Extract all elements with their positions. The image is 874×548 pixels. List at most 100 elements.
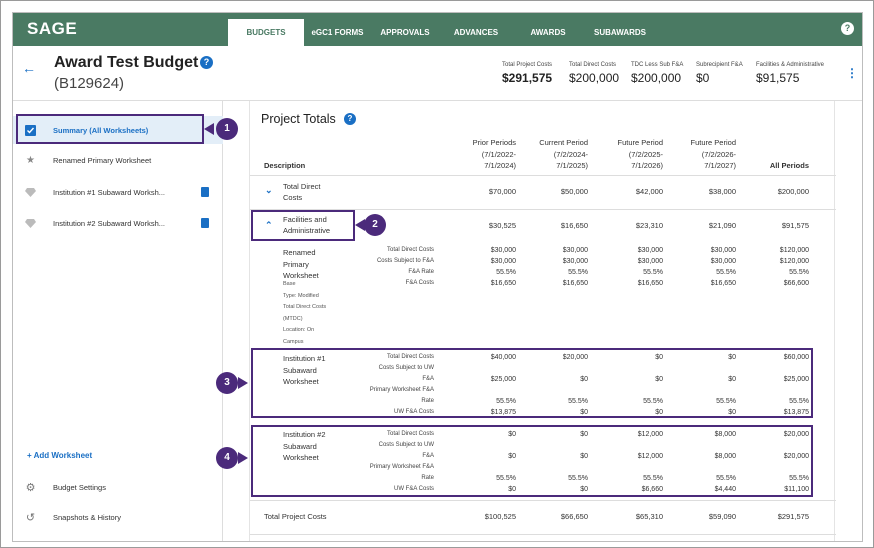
panel-title: Project Totals: [261, 112, 336, 126]
inst1-label-rate-1: Primary Worksheet F&A: [369, 387, 434, 393]
inst1-costs-current: $0: [580, 409, 588, 416]
primary-rate-prior: 55.5%: [496, 269, 516, 276]
col-range-start: (7/2/2025-: [628, 149, 663, 159]
top-nav-bar: SAGE BUDGETS eGC1 FORMS APPROVALS ADVANC…: [13, 13, 862, 46]
callout-box-3: [251, 348, 813, 418]
primary-subject-prior: $30,000: [490, 258, 516, 265]
primary-worksheet-meta: Base Type: Modified Total Direct Costs (…: [283, 279, 326, 348]
primary-tdc-future-1: $30,000: [637, 247, 663, 254]
inst1-tdc-all: $60,000: [783, 354, 809, 361]
inst2-tdc-all: $20,000: [783, 431, 809, 438]
inst2-label-tdc: Total Direct Costs: [386, 431, 434, 437]
meta-line: Type: Modified: [283, 292, 319, 299]
delete-icon[interactable]: [201, 218, 209, 228]
tab-budgets[interactable]: BUDGETS: [228, 19, 304, 46]
total-project-costs-label: Total Project Costs: [264, 512, 327, 521]
inst2-label-subject-2: F&A: [422, 453, 434, 459]
divider: [250, 500, 836, 501]
col-range-end: 7/1/2027): [704, 161, 736, 170]
sidebar-item-primary-worksheet[interactable]: ★ Renamed Primary Worksheet: [13, 146, 223, 174]
panel-help-icon[interactable]: ?: [344, 113, 356, 125]
primary-costs-future-1: $16,650: [637, 280, 663, 287]
callout-pointer-4: [238, 452, 248, 464]
tab-advances[interactable]: ADVANCES: [453, 28, 499, 37]
sidebar-item-budget-settings[interactable]: ⚙ Budget Settings: [13, 473, 223, 501]
tab-approvals[interactable]: APPROVALS: [380, 28, 430, 37]
inst2-costs-future-2: $4,440: [714, 486, 736, 493]
add-worksheet-button[interactable]: + Add Worksheet: [27, 451, 93, 460]
inst1-tdc-future-2: $0: [728, 354, 736, 361]
inst2-costs-future-1: $6,660: [641, 486, 663, 493]
inst1-costs-all: $13,875: [783, 409, 809, 416]
col-range-end: 7/1/2026): [631, 161, 663, 170]
delete-icon[interactable]: [201, 187, 209, 197]
primary-subject-current: $30,000: [562, 258, 588, 265]
inst1-subject-prior: $25,000: [490, 376, 516, 383]
inst2-label-subject-1: Costs Subject to UW: [378, 442, 434, 448]
row-label-tdc-1: Total Direct: [283, 182, 321, 191]
tab-egc1-forms[interactable]: eGC1 FORMS: [311, 28, 364, 37]
primary-rate-future-1: 55.5%: [643, 269, 663, 276]
sidebar-item-label: Institution #2 Subaward Worksh...: [53, 218, 166, 228]
project-totals-panel: Project Totals ? Description Prior Perio…: [249, 101, 836, 541]
primary-subject-future-1: $30,000: [637, 258, 663, 265]
stat-value: $291,575: [502, 71, 553, 85]
star-icon: ★: [26, 154, 35, 166]
name-line: Institution #1: [283, 354, 326, 363]
summary-check-icon: [25, 124, 36, 136]
inst1-rate-prior: 55.5%: [496, 398, 516, 405]
tab-awards[interactable]: AWARDS: [530, 28, 566, 37]
stat-tdc-less-sub-fa: TDC Less Sub F&A $200,000: [631, 62, 683, 85]
inst2-rate-future-1: 55.5%: [643, 475, 663, 482]
col-future-period-2: Future Period (7/2/2026- 7/1/2027): [691, 137, 736, 172]
sidebar-item-snapshots[interactable]: ↺ Snapshots & History: [13, 503, 223, 531]
col-all-periods: All Periods: [769, 161, 809, 170]
callout-box-4: [251, 425, 813, 497]
stat-label: Total Direct Costs: [569, 62, 617, 68]
primary-tdc-all: $120,000: [779, 247, 809, 254]
row-label-tdc-2: Costs: [283, 193, 303, 202]
primary-tdc-current: $30,000: [562, 247, 588, 254]
row-label-fa-2: Administrative: [283, 226, 331, 235]
primary-label-tdc: Total Direct Costs: [386, 247, 434, 253]
divider: [250, 209, 836, 210]
stat-value: $0: [696, 71, 710, 85]
inst1-tdc-current: $20,000: [562, 354, 588, 361]
sidebar-item-institution-1[interactable]: Institution #1 Subaward Worksh...: [13, 178, 223, 206]
inst1-subject-current: $0: [580, 376, 588, 383]
primary-rate-all: 55.5%: [789, 269, 809, 276]
callout-badge-4: 4: [216, 447, 238, 469]
sidebar-item-summary[interactable]: Summary (All Worksheets): [13, 116, 223, 144]
primary-label-subject: Costs Subject to F&A: [376, 258, 434, 264]
total-future-1: $65,310: [635, 512, 663, 521]
callout-badge-2: 2: [364, 214, 386, 236]
callout-badge-1: 1: [216, 118, 238, 140]
inst1-worksheet-name: Institution #1 Subaward Worksheet: [283, 353, 326, 388]
meta-line: Base: [283, 281, 296, 287]
meta-line: Total Direct Costs: [283, 304, 327, 310]
callout-box-2: [251, 210, 355, 241]
diamond-icon: [25, 187, 36, 198]
history-icon: ↺: [25, 511, 36, 524]
chevron-up-icon[interactable]: ⌃: [265, 220, 273, 230]
total-current: $66,650: [560, 512, 588, 521]
inst1-rate-current: 55.5%: [568, 398, 588, 405]
sidebar-item-institution-2[interactable]: Institution #2 Subaward Worksh...: [13, 209, 223, 237]
inst1-tdc-future-1: $0: [655, 354, 663, 361]
name-line: Worksheet: [283, 453, 319, 462]
sage-logo: SAGE: [27, 19, 78, 38]
col-title: Future Period: [690, 138, 736, 147]
sidebar-item-label: Summary (All Worksheets): [53, 125, 149, 135]
fa-current: $16,650: [560, 221, 588, 230]
help-icon[interactable]: ?: [841, 22, 854, 35]
col-range-start: (7/2/2024-: [553, 149, 588, 159]
chevron-down-icon[interactable]: ⌄: [265, 185, 273, 195]
tab-subawards[interactable]: SUBAWARDS: [593, 28, 646, 37]
budget-header: ← Award Test Budget ? (B129624) Total Pr…: [13, 46, 862, 101]
budget-id: (B129624): [54, 75, 125, 92]
back-arrow-icon[interactable]: ←: [22, 60, 36, 76]
title-help-icon[interactable]: ?: [200, 56, 213, 69]
more-options-icon[interactable]: ⋮: [846, 66, 858, 80]
sidebar-item-label: Budget Settings: [53, 482, 106, 492]
callout-badge-3: 3: [216, 372, 238, 394]
